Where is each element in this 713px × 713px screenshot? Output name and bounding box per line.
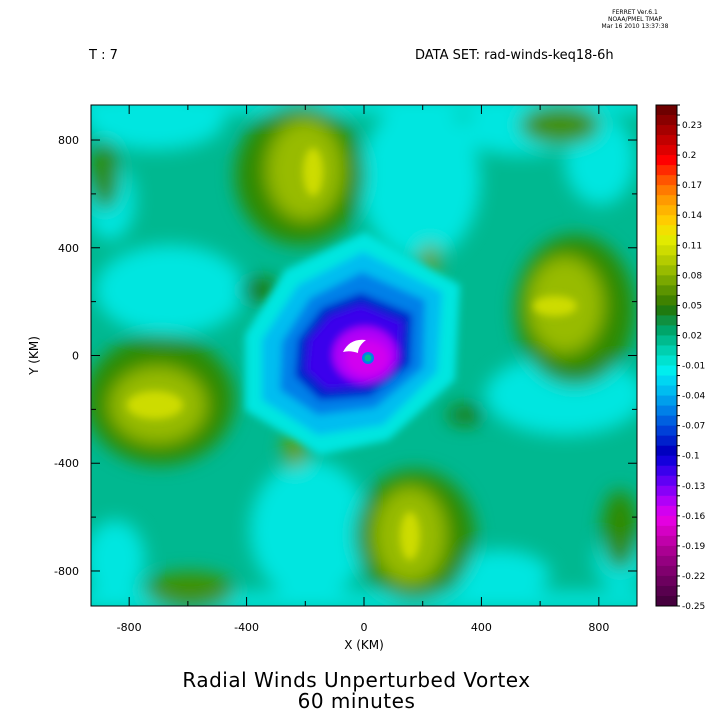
contour-field [91,105,637,606]
colorbar-swatch [656,135,677,146]
chart-title-line2: 60 minutes [297,689,416,713]
y-tick-label: 800 [58,134,79,147]
colorbar-swatch [656,545,677,557]
chart-title-line1: Radial Winds Unperturbed Vortex [182,668,531,692]
colorbar-swatch [656,485,677,497]
colorbar-swatch [656,335,677,346]
y-axis-label: Y (KM) [27,336,41,376]
colorbar-label: -0.13 [682,482,705,492]
colorbar-label: 0.14 [682,211,702,221]
colorbar-label: -0.22 [682,572,705,582]
colorbar-swatch [656,505,677,517]
x-tick-label: -400 [234,621,259,634]
y-tick-label: 400 [58,242,79,255]
x-tick-label: 0 [361,621,368,634]
colorbar-swatch [656,195,677,206]
x-tick-label: -800 [117,621,142,634]
ferret-stamp: FERRET Ver.6.1 NOAA/PMEL TMAP Mar 16 201… [590,9,680,30]
colorbar-swatch [656,495,677,507]
colorbar-swatch [656,175,677,186]
colorbar-swatch [656,275,677,286]
colorbar-swatch [656,385,677,397]
colorbar-swatch [656,145,677,156]
colorbar-swatch [656,565,677,577]
colorbar-swatch [656,295,677,306]
colorbar-label: -0.04 [682,392,706,402]
colorbar-label: -0.19 [682,542,706,552]
x-tick-label: 800 [588,621,609,634]
colorbar-swatch [656,525,677,537]
colorbar-swatch [656,455,677,467]
colorbar-swatch [656,255,677,266]
colorbar-swatch [656,375,677,387]
stamp-line: FERRET Ver.6.1 [612,9,658,16]
colorbar-swatch [656,105,677,116]
colorbar-swatch [656,235,677,246]
colorbar-label: 0.2 [682,151,696,161]
colorbar-swatch [656,345,677,356]
x-axis-label: X (KM) [344,638,384,652]
colorbar-label: -0.1 [682,452,700,462]
colorbar-label: 0.17 [682,181,702,191]
colorbar-label: -0.01 [682,362,705,372]
colorbar-swatch [656,515,677,527]
colorbar-label: 0.02 [682,331,702,341]
colorbar-swatch [656,395,677,407]
y-tick-label: -400 [54,457,79,470]
x-tick-label: 400 [471,621,492,634]
colorbar-label: -0.07 [682,422,705,432]
colorbar-swatch [656,315,677,326]
dataset-label: DATA SET: rad-winds-keq18-6h [415,48,614,63]
colorbar-swatch [656,405,677,417]
colorbar-swatch [656,575,677,587]
colorbar-swatch [656,535,677,547]
colorbar-swatch [656,325,677,336]
colorbar-swatch [656,475,677,487]
missing-data-patch [343,339,366,353]
colorbar: 0.23 0.2 0.17 0.14 0.11 0.08 0.05 0.02 -0.01 -0.0… [655,104,706,612]
colorbar-swatch [656,465,677,477]
colorbar-swatch [656,595,677,607]
axes: -800 -400 0 400 800 -800 -400 0 400 800 X (KM) Y (K… [27,105,637,652]
time-label: T : 7 [89,48,118,63]
colorbar-swatch [656,155,677,166]
colorbar-swatch [656,415,677,427]
colorbar-swatch [656,115,677,126]
colorbar-label: 0.05 [682,301,702,311]
colorbar-swatch [656,245,677,256]
stamp-line: Mar 16 2010 13:37:38 [601,23,669,30]
y-tick-label: 0 [72,350,79,363]
colorbar-swatch [656,205,677,216]
colorbar-swatch [656,125,677,136]
colorbar-swatch [656,585,677,597]
colorbar-swatch [656,285,677,296]
colorbar-swatch [656,445,677,457]
colorbar-swatch [656,225,677,236]
colorbar-swatch [656,355,677,367]
colorbar-swatch [656,165,677,176]
colorbar-label: 0.08 [682,271,702,281]
colorbar-swatch [656,425,677,437]
colorbar-label: 0.11 [682,241,702,251]
colorbar-swatch [656,365,677,377]
colorbar-label: -0.16 [682,512,706,522]
colorbar-swatch [656,305,677,316]
colorbar-label: 0.23 [682,121,702,131]
colorbar-swatch [656,215,677,226]
y-tick-label: -800 [54,565,79,578]
colorbar-swatch [656,265,677,276]
colorbar-label: -0.25 [682,602,705,612]
stamp-line: NOAA/PMEL TMAP [608,16,662,23]
colorbar-swatch [656,435,677,447]
colorbar-swatch [656,555,677,567]
colorbar-swatch [656,185,677,196]
eye-center [364,354,372,362]
